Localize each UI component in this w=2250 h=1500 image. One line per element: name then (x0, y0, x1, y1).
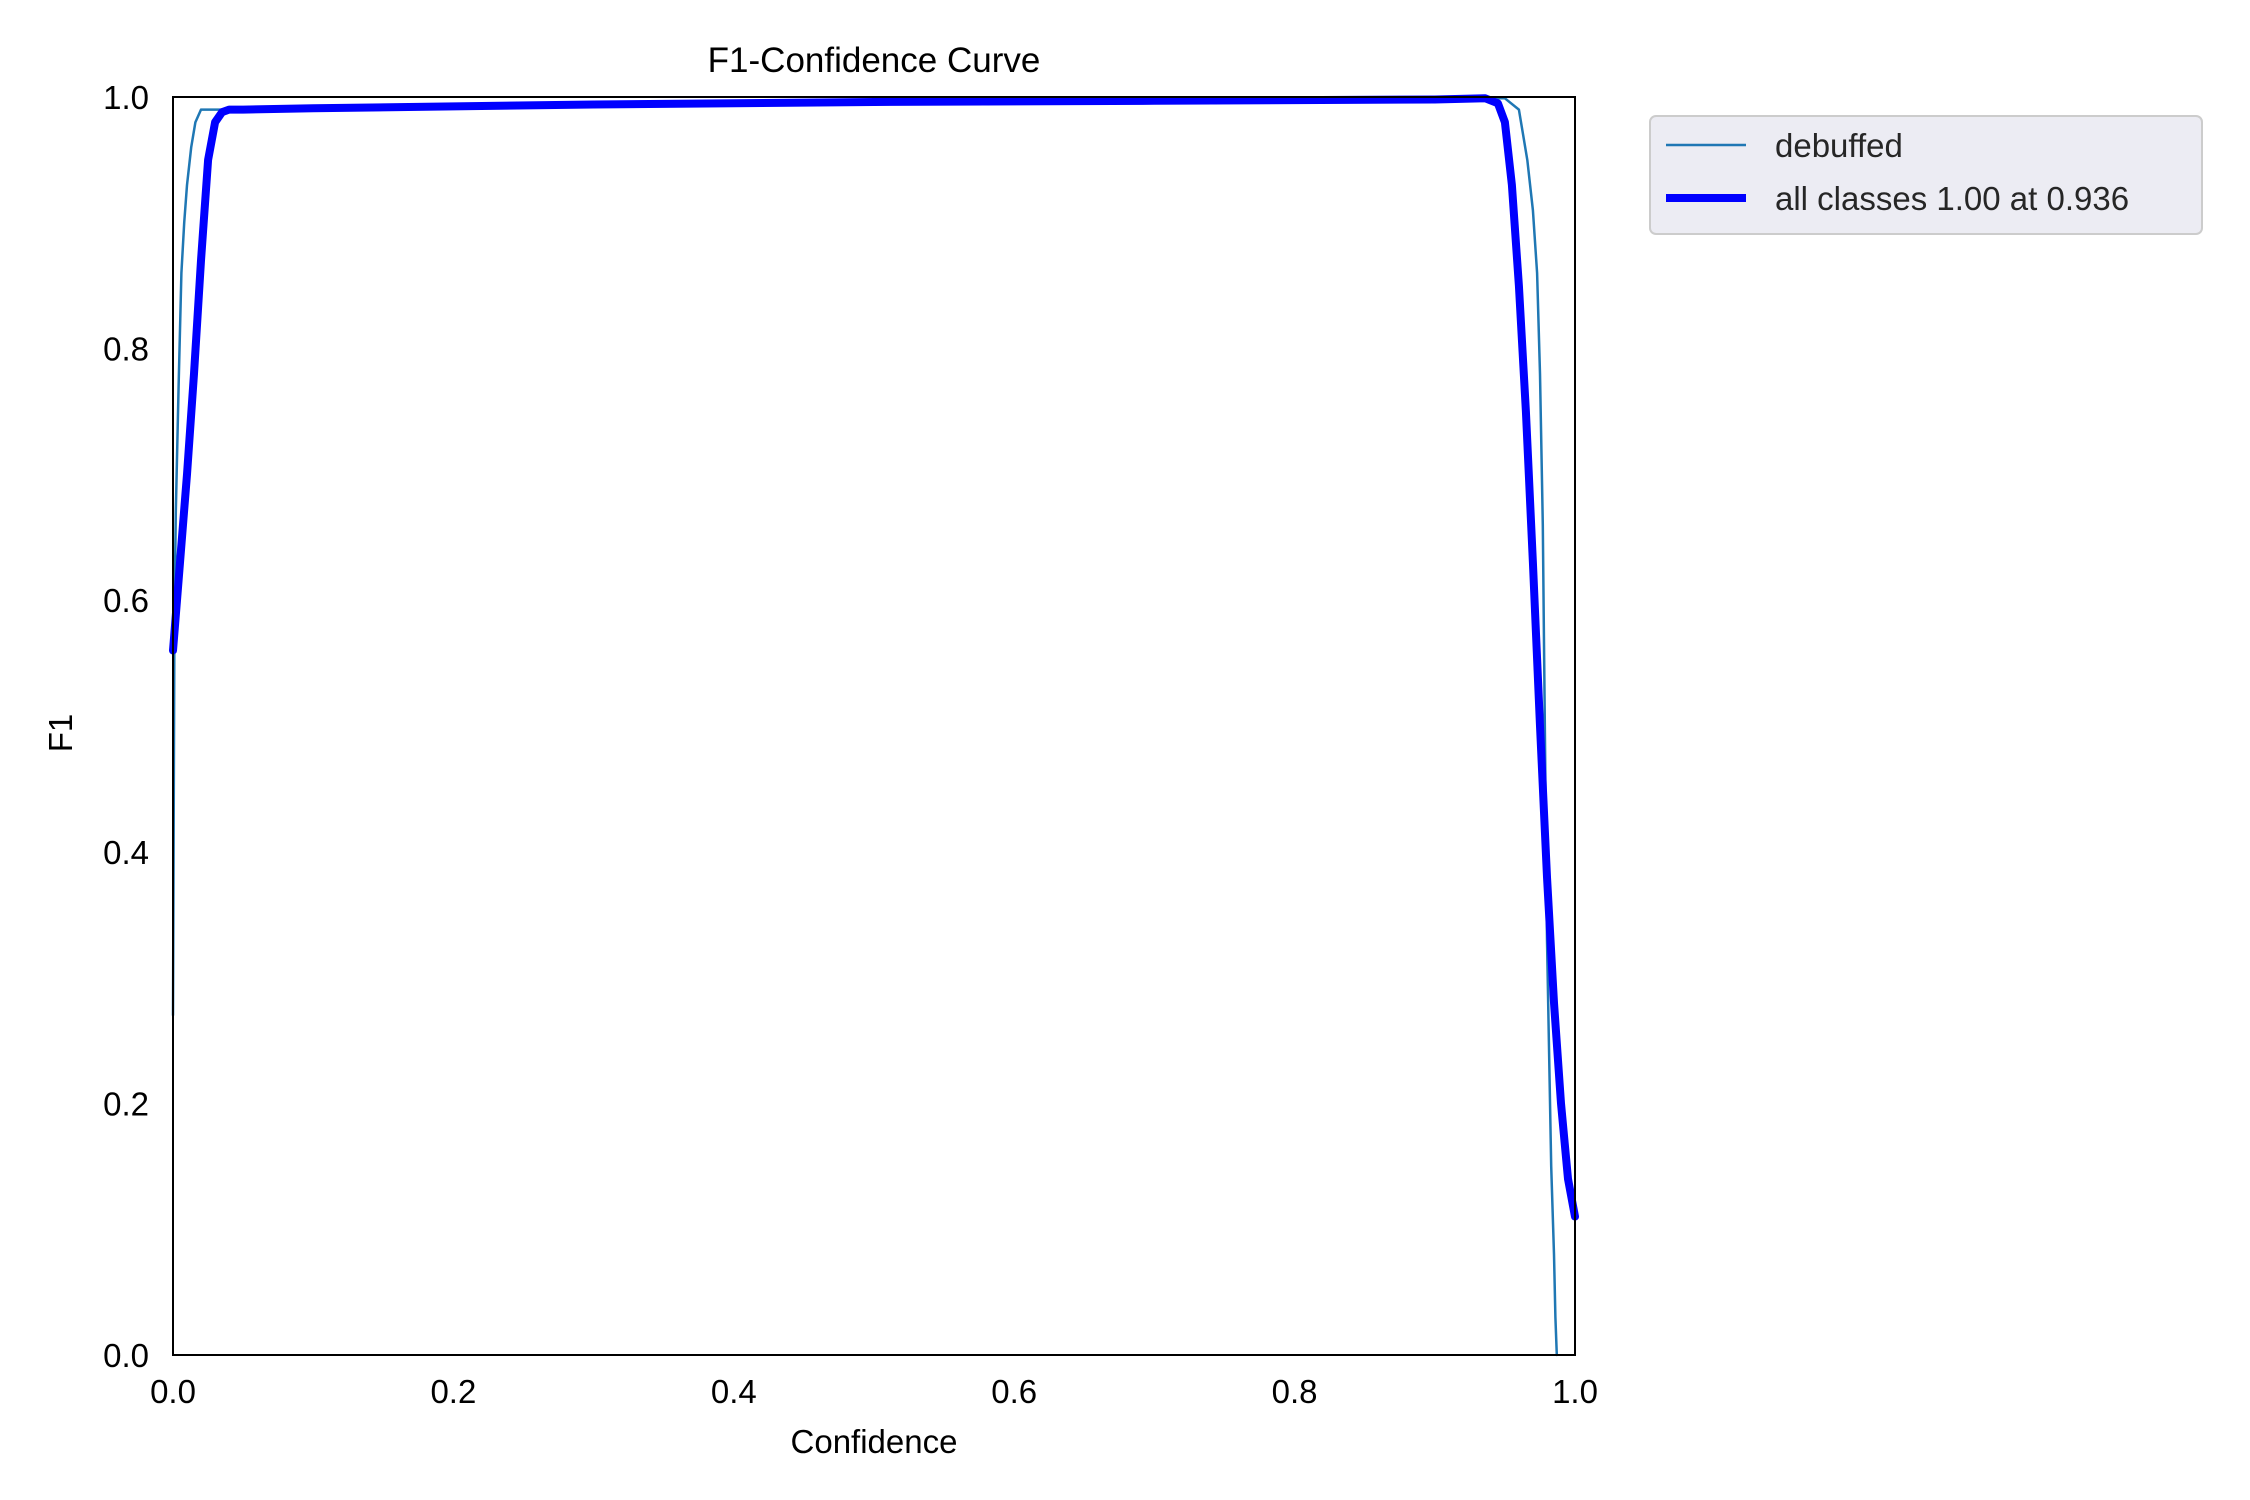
x-axis-label: Confidence (791, 1423, 958, 1460)
plot-area (173, 97, 1575, 1355)
y-tick-label: 0.0 (103, 1337, 149, 1374)
y-axis-label: F1 (42, 714, 79, 753)
series-line-all-classes (169, 94, 1579, 1221)
legend-box (1649, 115, 2203, 235)
x-tick-label: 0.4 (711, 1373, 757, 1410)
x-tick-label: 0.2 (430, 1373, 476, 1410)
x-tick-label: 0.6 (991, 1373, 1037, 1410)
y-tick-label: 1.0 (103, 79, 149, 116)
y-tick-label: 0.2 (103, 1085, 149, 1122)
legend-label-debuffed: debuffed (1775, 127, 1903, 164)
y-tick-label: 0.6 (103, 582, 149, 619)
x-tick-label: 0.0 (150, 1373, 196, 1410)
x-tick-label: 0.8 (1272, 1373, 1318, 1410)
series-layer (169, 94, 1579, 1357)
y-tick-label: 0.4 (103, 834, 149, 871)
x-tick-label: 1.0 (1552, 1373, 1598, 1410)
y-tick-labels: 0.0 0.2 0.4 0.6 0.8 1.0 (103, 79, 149, 1374)
chart-title: F1-Confidence Curve (708, 41, 1041, 80)
legend-label-all-classes: all classes 1.00 at 0.936 (1775, 180, 2129, 217)
x-tick-labels: 0.0 0.2 0.4 0.6 0.8 1.0 (150, 1373, 1598, 1410)
legend: debuffed all classes 1.00 at 0.936 (1649, 115, 2203, 235)
axes-frame (172, 96, 1576, 1356)
y-tick-label: 0.8 (103, 331, 149, 368)
